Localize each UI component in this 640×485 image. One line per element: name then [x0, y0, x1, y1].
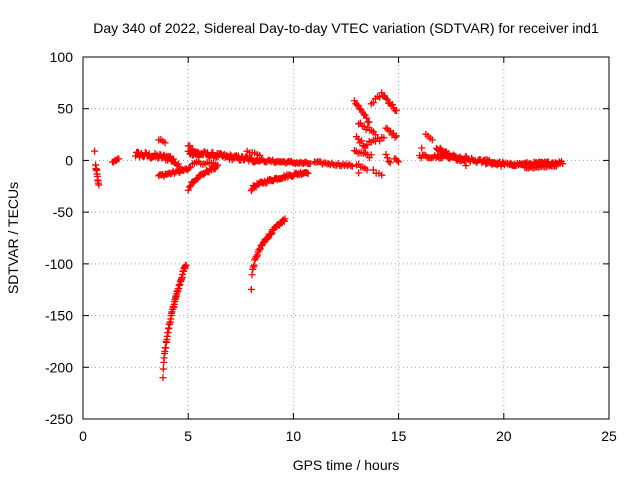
- chart-title: Day 340 of 2022, Sidereal Day-to-day VTE…: [93, 20, 599, 36]
- data-point: [212, 161, 220, 169]
- data-point: [267, 230, 275, 238]
- data-point: [365, 118, 373, 126]
- data-point: [268, 229, 276, 237]
- data-point: [462, 152, 470, 160]
- data-point: [494, 159, 502, 167]
- data-point: [380, 134, 388, 142]
- data-point: [256, 246, 264, 254]
- data-point: [376, 93, 384, 101]
- data-point: [321, 159, 329, 167]
- data-point: [248, 271, 256, 279]
- data-point: [200, 170, 208, 178]
- data-point: [184, 186, 192, 194]
- grid-layer: [83, 57, 609, 419]
- data-point: [353, 101, 361, 109]
- data-point: [382, 150, 390, 158]
- data-point: [161, 139, 169, 147]
- data-point: [418, 144, 426, 152]
- data-point: [132, 152, 140, 160]
- data-point: [355, 169, 363, 177]
- data-point: [247, 187, 255, 195]
- data-point: [159, 365, 167, 373]
- data-point: [376, 137, 384, 145]
- data-point: [162, 344, 170, 352]
- data-point: [362, 114, 370, 122]
- data-point: [391, 133, 399, 141]
- data-point: [350, 97, 358, 105]
- data-point: [436, 144, 444, 152]
- data-point: [247, 285, 255, 293]
- data-point: [166, 153, 174, 161]
- y-tick-label: -250: [45, 411, 73, 427]
- data-point: [542, 163, 550, 171]
- data-point: [395, 158, 403, 166]
- data-point: [393, 157, 401, 165]
- data-point: [348, 162, 356, 170]
- y-axis-label: SDTVAR / TECUs: [5, 182, 21, 294]
- plot-frame: [82, 56, 610, 420]
- data-point: [95, 181, 103, 189]
- data-point: [115, 155, 123, 163]
- x-tick-label: 20: [496, 428, 512, 444]
- data-point: [249, 263, 257, 271]
- data-point: [462, 162, 470, 170]
- data-points-layer: [91, 89, 567, 382]
- data-point: [304, 169, 312, 177]
- y-tick-label: 50: [57, 101, 73, 117]
- data-point: [385, 157, 393, 165]
- data-point: [354, 102, 362, 110]
- x-axis-label: GPS time / hours: [293, 457, 400, 473]
- x-tick-label: 10: [286, 428, 302, 444]
- data-point: [306, 160, 314, 168]
- data-point: [559, 160, 567, 168]
- y-tick-label: -150: [45, 308, 73, 324]
- data-point: [325, 160, 333, 168]
- y-tick-label: 0: [65, 152, 73, 168]
- data-point: [250, 261, 258, 269]
- y-tick-label: -50: [53, 204, 73, 220]
- data-point: [383, 154, 391, 162]
- data-point: [382, 94, 390, 102]
- data-point: [159, 374, 167, 382]
- data-point: [371, 131, 379, 139]
- ticks-layer: 0 5 10 15 20 25 -250 -200 -150 -100 -50 0 50 100: [45, 49, 617, 444]
- data-point: [281, 215, 289, 223]
- data-point: [369, 99, 377, 107]
- data-point: [367, 151, 375, 159]
- data-point: [193, 175, 201, 183]
- data-point: [378, 171, 386, 179]
- data-point: [392, 107, 400, 115]
- data-point: [386, 159, 394, 167]
- x-tick-label: 0: [79, 428, 87, 444]
- data-point: [360, 110, 368, 118]
- x-tick-label: 15: [391, 428, 407, 444]
- data-point: [185, 164, 193, 172]
- data-point: [392, 132, 400, 140]
- y-tick-label: -200: [45, 359, 73, 375]
- data-point: [363, 166, 371, 174]
- data-point: [182, 261, 190, 269]
- y-tick-label: -100: [45, 256, 73, 272]
- data-point: [91, 147, 99, 155]
- data-point: [388, 101, 396, 109]
- data-point: [185, 183, 193, 191]
- data-point: [254, 251, 262, 259]
- y-tick-label: 100: [50, 49, 74, 65]
- data-point: [358, 137, 366, 145]
- data-point: [428, 136, 436, 144]
- data-point: [383, 95, 391, 103]
- data-point: [482, 156, 490, 164]
- data-point: [552, 162, 560, 170]
- data-point: [187, 182, 195, 190]
- data-point: [264, 234, 272, 242]
- x-tick-label: 5: [184, 428, 192, 444]
- x-tick-label: 25: [601, 428, 617, 444]
- data-point: [253, 252, 261, 260]
